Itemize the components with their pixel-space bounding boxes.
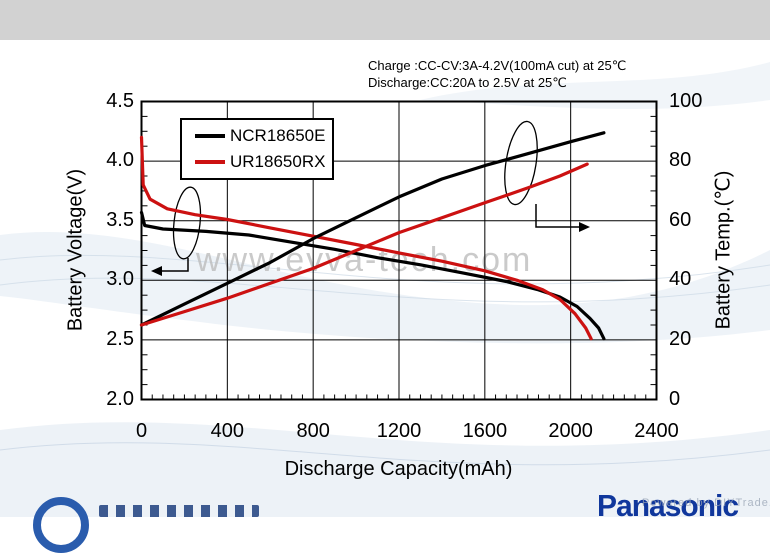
legend-box: NCR18650E UR18650RX (180, 118, 334, 180)
wave-shape (0, 422, 770, 517)
legend-entries: NCR18650E UR18650RX (182, 120, 332, 178)
legend-entry: NCR18650E (182, 126, 332, 146)
legend-entry: UR18650RX (182, 152, 332, 172)
legend-label: NCR18650E (230, 126, 326, 145)
right-axis-arrow-line (535, 204, 580, 228)
wave-line (0, 277, 770, 303)
wave-line (0, 442, 770, 466)
right-axis-arrowhead-icon (579, 222, 590, 232)
legend-line-swatch (195, 134, 225, 138)
series-ncr18650e-voltage (139, 210, 606, 341)
series-ncr18650e-temperature (139, 131, 606, 327)
chart-canvas (139, 100, 658, 401)
series-ur18650rx-voltage (139, 135, 593, 341)
left-axis-arrowhead-icon (151, 266, 162, 276)
left-axis-arrow-line (161, 258, 189, 272)
header-bar (0, 0, 770, 40)
series-ur18650rx-temperature (139, 162, 589, 327)
partial-wordmark (99, 505, 259, 517)
legend-label: UR18650RX (230, 152, 326, 171)
series-layer (139, 131, 606, 341)
temp-curves-loop (504, 120, 538, 206)
powered-by-watermark: Powered by DIYTrade.com (642, 497, 770, 509)
legend-line-swatch (195, 160, 225, 164)
ring-logo-icon (33, 497, 89, 553)
wave-shape (420, 62, 770, 109)
voltage-curves-loop (172, 186, 202, 260)
